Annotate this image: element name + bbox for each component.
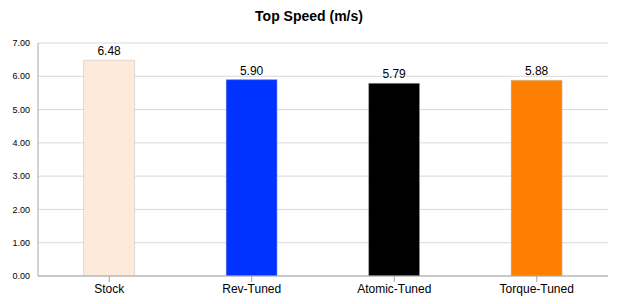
svg-text:5.88: 5.88 — [525, 64, 549, 78]
svg-text:5.90: 5.90 — [240, 64, 264, 78]
svg-text:Stock: Stock — [94, 282, 125, 296]
svg-text:3.00: 3.00 — [12, 171, 30, 181]
svg-text:6.00: 6.00 — [12, 71, 30, 81]
svg-text:Rev-Tuned: Rev-Tuned — [222, 282, 281, 296]
svg-text:2.00: 2.00 — [12, 205, 30, 215]
svg-text:1.00: 1.00 — [12, 238, 30, 248]
svg-text:0.00: 0.00 — [12, 271, 30, 281]
svg-text:Torque-Tuned: Torque-Tuned — [500, 282, 574, 296]
svg-text:4.00: 4.00 — [12, 138, 30, 148]
html-text:Top Speed (m/s): Top Speed (m/s) — [255, 8, 363, 24]
svg-text:5.79: 5.79 — [382, 67, 406, 81]
svg-text:5.00: 5.00 — [12, 105, 30, 115]
svg-text:7.00: 7.00 — [12, 38, 30, 48]
svg-text:Atomic-Tuned: Atomic-Tuned — [357, 282, 431, 296]
svg-text:6.48: 6.48 — [97, 44, 121, 58]
